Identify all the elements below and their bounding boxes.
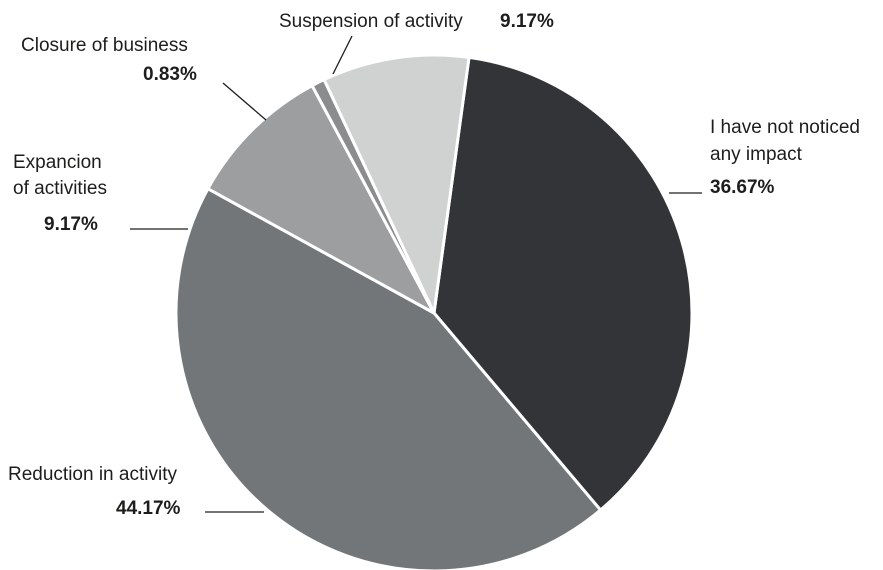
slice-value-closure: 0.83% [143,64,197,85]
slice-label-reduction: Reduction in activity [8,464,177,485]
slice-label-closure: Closure of business [21,35,188,56]
slice-label-suspension: Suspension of activity [279,11,463,32]
slice-label-expansion-line-1: Expancion [13,152,102,173]
slices-layer [176,55,692,570]
slice-value-expansion: 9.17% [44,214,98,235]
slice-value-suspension: 9.17% [500,11,554,32]
leader-line-closure [223,83,266,120]
slice-value-no-impact: 36.67% [710,177,775,198]
slice-label-expansion-line-2: of activities [13,178,107,199]
slice-label-no-impact-line-2: any impact [710,144,803,165]
slice-value-reduction: 44.17% [116,498,181,519]
slice-label-no-impact-line-1: I have not noticed [710,117,860,138]
